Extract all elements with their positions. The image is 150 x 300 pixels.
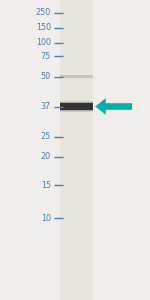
Text: 250: 250 [36, 8, 51, 17]
Text: 15: 15 [41, 181, 51, 190]
Text: 25: 25 [41, 132, 51, 141]
Text: 150: 150 [36, 23, 51, 32]
Text: 10: 10 [41, 214, 51, 223]
Text: 75: 75 [41, 52, 51, 61]
Text: 20: 20 [41, 152, 51, 161]
Text: 50: 50 [41, 72, 51, 81]
Bar [60, 75, 93, 78]
Bar [60, 103, 93, 110]
Bar [60, 0, 93, 300]
Bar [60, 102, 93, 111]
Text: 37: 37 [41, 102, 51, 111]
Bar [60, 100, 93, 112]
Polygon shape [95, 98, 132, 115]
Text: 100: 100 [36, 38, 51, 47]
